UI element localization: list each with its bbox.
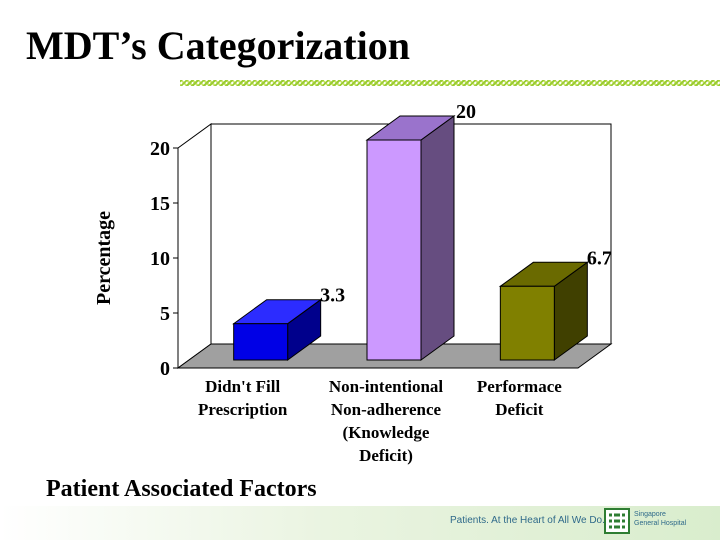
hospital-name-line2: General Hospital — [634, 520, 687, 527]
bar-value-label: 6.7 — [587, 247, 612, 269]
x-category-label-line: Deficit) — [359, 446, 413, 465]
hospital-name-line1: Singapore — [634, 511, 666, 518]
hospital-logo-icon — [604, 508, 630, 534]
chart-labels: 3.3 Didn't Fill Prescription 20 Non-intentio… — [198, 101, 612, 465]
x-category-label-line: Deficit — [495, 400, 543, 419]
bar-value-label: 3.3 — [320, 285, 345, 307]
x-category-label: Didn't Fill Prescription — [198, 377, 288, 419]
title-underline-decoration — [180, 80, 720, 86]
chart-left-wall — [177, 123, 212, 369]
y-axis-label: Percentage — [93, 211, 115, 305]
x-category-label-line: (Knowledge — [343, 423, 430, 442]
bar-value-label: 20 — [456, 101, 476, 123]
x-category-label-line: Prescription — [198, 400, 288, 419]
footer-band — [0, 506, 720, 540]
slide-caption: Patient Associated Factors — [46, 476, 317, 502]
x-category-label-line: Non-intentional — [329, 377, 444, 396]
bar-side — [420, 115, 455, 361]
bar-front — [233, 323, 289, 361]
bar-front — [499, 285, 555, 361]
bar — [365, 115, 456, 361]
bar — [232, 298, 323, 361]
y-tick-label: 10 — [150, 248, 170, 270]
y-tick-label: 20 — [150, 138, 170, 160]
x-category-label-line: Performace — [477, 377, 562, 396]
bar-front — [366, 139, 422, 361]
x-category-label-line: Non-adherence — [331, 400, 442, 419]
y-tick-label: 5 — [160, 303, 170, 325]
x-category-label: Performace Deficit — [477, 377, 562, 419]
y-tick-label: 15 — [150, 193, 170, 215]
y-tick-label: 0 — [160, 358, 170, 380]
x-category-label: Non-intentional Non-adherence (Knowledge De… — [329, 377, 444, 465]
footer-tagline: Patients. At the Heart of All We Do. — [450, 515, 605, 526]
chart-bars — [232, 115, 589, 361]
y-axis-ticks: 0 5 10 15 20 — [150, 138, 178, 380]
bar — [498, 261, 589, 361]
x-category-label-line: Didn't Fill — [205, 377, 280, 396]
hospital-name: Singapore General Hospital — [634, 510, 714, 528]
bar-chart: 0 5 10 15 20 3.3 Didn't Fill Prescription 20 Non… — [93, 101, 613, 465]
slide-title: MDT’s Categorization — [26, 23, 410, 68]
